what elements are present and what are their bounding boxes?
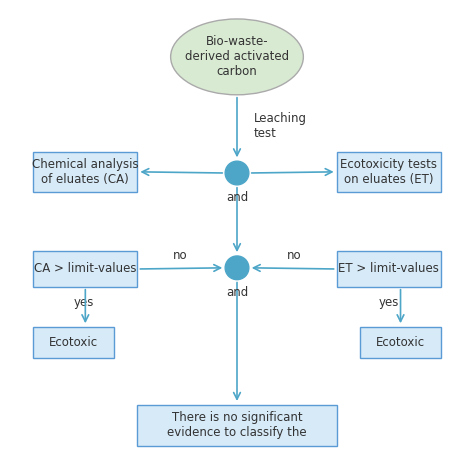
Text: yes: yes <box>379 296 399 309</box>
Circle shape <box>225 256 249 280</box>
FancyBboxPatch shape <box>33 152 137 192</box>
Text: Bio-waste-
derived activated
carbon: Bio-waste- derived activated carbon <box>185 36 289 78</box>
Text: and: and <box>226 286 248 299</box>
Text: Leaching
test: Leaching test <box>254 111 307 140</box>
FancyBboxPatch shape <box>33 327 114 358</box>
Text: There is no significant
evidence to classify the: There is no significant evidence to clas… <box>167 411 307 439</box>
FancyBboxPatch shape <box>337 152 441 192</box>
Text: no: no <box>173 249 187 262</box>
FancyBboxPatch shape <box>33 251 137 287</box>
Text: ET > limit-values: ET > limit-values <box>338 263 439 275</box>
Text: Ecotoxicity tests
on eluates (ET): Ecotoxicity tests on eluates (ET) <box>340 158 437 186</box>
FancyBboxPatch shape <box>137 405 337 446</box>
FancyBboxPatch shape <box>360 327 441 358</box>
Text: Ecotoxic: Ecotoxic <box>376 336 425 349</box>
Text: Chemical analysis
of eluates (CA): Chemical analysis of eluates (CA) <box>32 158 138 186</box>
Text: yes: yes <box>73 296 94 309</box>
Circle shape <box>225 161 249 185</box>
Text: CA > limit-values: CA > limit-values <box>34 263 137 275</box>
FancyBboxPatch shape <box>337 251 441 287</box>
Text: and: and <box>226 191 248 204</box>
Ellipse shape <box>171 19 303 95</box>
Text: no: no <box>287 249 301 262</box>
Text: Ecotoxic: Ecotoxic <box>49 336 98 349</box>
